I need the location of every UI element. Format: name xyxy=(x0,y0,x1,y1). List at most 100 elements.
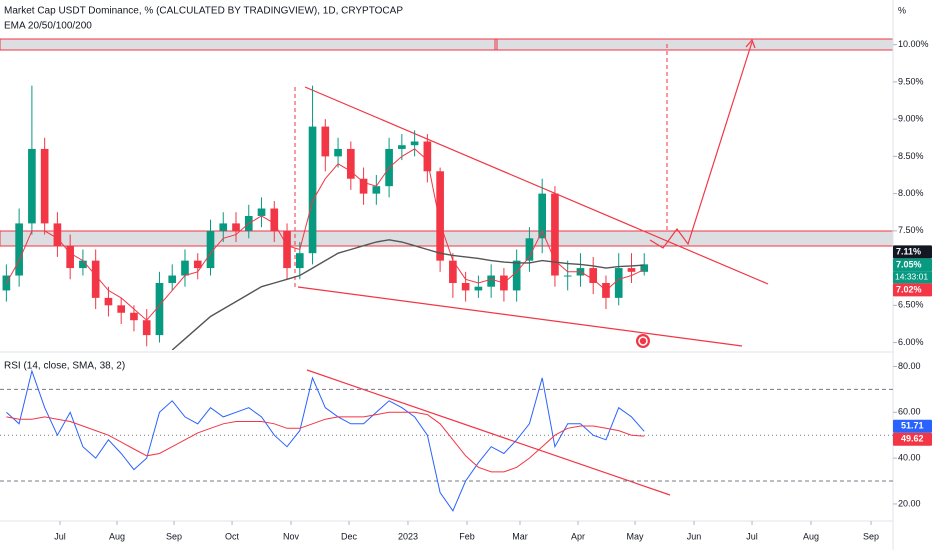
candle-body xyxy=(91,260,100,298)
price-label-bg xyxy=(893,283,932,297)
candle-body xyxy=(436,171,444,261)
candle-body xyxy=(589,268,598,283)
candle-body xyxy=(640,264,649,272)
candle-body xyxy=(474,286,483,291)
candle-body xyxy=(15,223,23,276)
candle-body xyxy=(206,230,215,269)
resistance-zone xyxy=(0,38,894,51)
candle-body xyxy=(104,297,113,306)
x-tick-label: Jun xyxy=(687,531,702,541)
candle-body xyxy=(257,208,266,216)
countdown-bg xyxy=(893,271,932,284)
candle-body xyxy=(40,148,49,224)
candle-body xyxy=(181,260,189,276)
plot-area xyxy=(2,85,649,350)
candle-body xyxy=(295,253,304,269)
arrow-head xyxy=(745,38,756,49)
price-label: 7.02% xyxy=(896,284,922,294)
plot-area xyxy=(0,369,893,512)
x-tick-label: Aug xyxy=(109,531,125,541)
candle-body xyxy=(461,282,470,291)
candle-body xyxy=(627,268,636,272)
drawings xyxy=(0,0,894,550)
trend-line xyxy=(304,86,769,285)
candle-body xyxy=(538,193,547,239)
legend-bg xyxy=(0,3,330,35)
rsi-title: RSI (14, close, SMA, 38, 2) xyxy=(4,361,125,372)
price-label: 7.05% xyxy=(896,259,922,269)
x-tick-label: Sep xyxy=(166,531,182,541)
y-tick-label: 8.00% xyxy=(898,188,924,198)
candle-body xyxy=(372,186,381,194)
x-tick-label: Sep xyxy=(863,531,879,541)
x-tick-label: Aug xyxy=(803,531,819,541)
last-value-label: 49.62 xyxy=(901,434,924,444)
x-tick-label: Apr xyxy=(571,531,585,541)
candle-body xyxy=(359,178,368,194)
last-value-label: 51.71 xyxy=(901,421,924,431)
rsi-line xyxy=(6,411,645,473)
y-tick-label: 6.50% xyxy=(898,300,924,310)
chart-title: Market Cap USDT Dominance, % (CALCULATED… xyxy=(4,6,403,17)
candle-body xyxy=(28,148,36,224)
y-tick-label: 80.00 xyxy=(898,361,921,371)
ema-line xyxy=(5,148,645,321)
y-tick-label: 6.00% xyxy=(898,337,924,347)
trend-line xyxy=(297,286,743,347)
last-value-bg xyxy=(893,419,932,433)
x-tick-label: Jul xyxy=(54,531,66,541)
candle-body xyxy=(614,268,623,298)
ema-line xyxy=(171,239,645,350)
y-tick-label: 8.50% xyxy=(898,151,924,161)
x-tick-label: Mar xyxy=(512,531,528,541)
rsi-trend-line xyxy=(306,369,671,496)
candle-body xyxy=(398,145,406,149)
axis-unit: % xyxy=(898,5,906,15)
candle-body xyxy=(334,148,342,157)
candle-body xyxy=(53,223,62,246)
x-tick-label: Dec xyxy=(341,531,358,541)
candle-body xyxy=(130,312,138,321)
x-tick-label: Nov xyxy=(283,531,300,541)
candle-body xyxy=(512,260,521,291)
y-tick-label: 9.50% xyxy=(898,76,924,86)
candle-body xyxy=(142,320,151,336)
price-label: 7.11% xyxy=(896,246,921,256)
candle-body xyxy=(487,275,495,287)
candle-body xyxy=(283,230,291,269)
rsi-line xyxy=(6,369,645,512)
candle-body xyxy=(168,275,177,283)
candle-body xyxy=(79,260,87,269)
candle-body xyxy=(410,141,419,146)
candle-body xyxy=(563,275,572,277)
event-icon xyxy=(638,336,648,346)
x-tick-label: May xyxy=(627,531,645,541)
candle-body xyxy=(66,245,74,269)
support-zone xyxy=(0,230,894,247)
candle-body xyxy=(270,208,279,231)
last-value-bg xyxy=(893,432,932,446)
y-tick-label: 20.00 xyxy=(898,498,921,508)
y-tick-label: 9.00% xyxy=(898,114,924,124)
candle-body xyxy=(308,126,317,254)
candle-body xyxy=(219,223,228,231)
indicator-label: EMA 20/50/100/200 xyxy=(4,21,92,32)
candle-body xyxy=(449,260,457,283)
candle-body xyxy=(155,282,164,336)
x-tick-label: 2023 xyxy=(398,531,418,541)
candle-body xyxy=(423,141,432,172)
projection-path xyxy=(649,41,753,249)
candle-body xyxy=(232,223,240,231)
y-tick-label: 60.00 xyxy=(898,407,921,417)
candle-body xyxy=(551,193,559,276)
candle-body xyxy=(193,260,202,269)
candle-body xyxy=(321,126,330,157)
y-tick-label: 40.00 xyxy=(898,453,921,463)
price-label-bg xyxy=(893,258,932,272)
x-tick-label: Jul xyxy=(746,531,758,541)
countdown: 14:33:01 xyxy=(895,272,928,282)
y-tick-label: 10.00% xyxy=(898,39,929,49)
candle-body xyxy=(117,305,126,313)
x-tick-label: Feb xyxy=(459,531,475,541)
